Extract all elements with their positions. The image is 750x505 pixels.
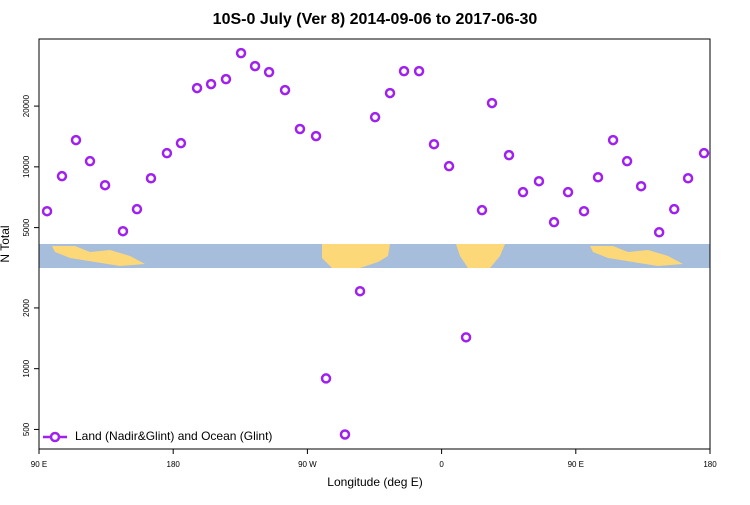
data-point [413,65,425,77]
data-point [279,84,291,96]
data-point [607,134,619,146]
legend-marker [49,431,61,443]
data-point [117,225,129,237]
y-tick-label: 10000 [22,155,31,178]
data-point [486,97,498,109]
plot-frame [38,38,711,450]
data-point [191,82,203,94]
data-point [682,173,694,184]
y-axis-label: N Total [0,225,12,262]
data-point [428,138,440,150]
x-tick-label: 0 [439,460,444,469]
data-point [339,429,351,440]
x-tick-label: 90 E [568,460,584,469]
y-tick-label: 2000 [22,298,31,316]
data-point [220,73,232,85]
y-tick-label: 20000 [22,94,31,117]
y-tick-label: 1000 [22,359,31,377]
data-point [533,175,545,187]
data-point [476,204,488,216]
data-point [503,149,515,161]
x-tick-label: 90 E [31,460,47,469]
data-point [635,180,647,192]
y-tick-label: 500 [22,422,31,436]
x-axis-label: Longitude (deg E) [327,475,422,489]
data-point [249,60,261,72]
data-point [84,155,96,167]
data-point [592,172,604,183]
data-point [460,332,472,343]
data-point [668,203,680,215]
data-point [235,47,247,59]
data-point [578,205,590,217]
data-point [310,130,322,142]
data-point [161,147,173,159]
data-point [41,205,53,217]
data-point [621,155,633,167]
data-point [443,160,455,172]
map-band [39,244,710,268]
data-point [56,170,68,182]
x-tick-label: 180 [167,460,181,469]
data-point [131,203,143,215]
data-point [548,216,560,228]
data-point [70,134,82,146]
data-point [369,111,381,123]
data-point [175,137,187,149]
data-point [320,373,332,384]
data-point [562,186,574,198]
legend-label: Land (Nadir&Glint) and Ocean (Glint) [75,429,272,443]
x-tick-label: 90 W [298,460,317,469]
data-point [698,147,710,159]
data-point [653,227,665,238]
data-point [384,87,396,99]
data-point [517,186,529,198]
data-point [263,66,275,78]
x-tick-label: 180 [703,460,717,469]
data-point [99,179,111,191]
data-point [354,285,366,297]
y-tick-label: 5000 [22,218,31,236]
chart-title: 10S-0 July (Ver 8) 2014-09-06 to 2017-06… [213,11,538,28]
data-point [145,173,157,184]
data-point [398,65,410,77]
data-point [294,123,306,135]
data-point [205,78,217,90]
